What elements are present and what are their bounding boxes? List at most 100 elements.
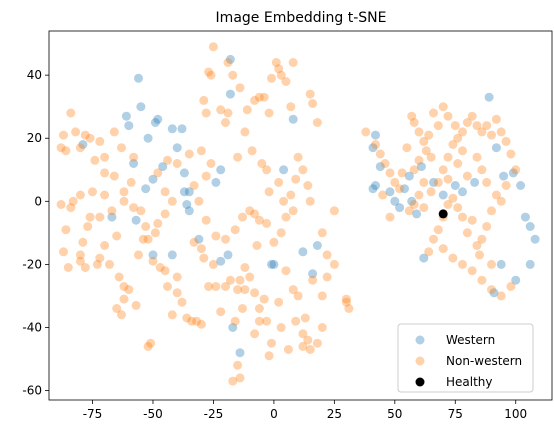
data-point [233,285,243,295]
data-point [448,140,458,149]
data-point [59,130,68,140]
data-point [160,266,170,276]
data-point [491,114,501,124]
data-point [66,108,76,118]
data-point [288,114,298,124]
data-point [153,168,163,178]
data-point [322,250,332,260]
data-point [516,181,526,190]
data-point [368,143,378,153]
data-point [114,272,124,282]
x-tick-label: -75 [83,407,103,421]
data-point [491,190,501,200]
data-point [75,190,85,200]
data-point [477,127,487,137]
data-point [482,222,492,231]
data-point [462,118,472,127]
legend-label: Healthy [446,375,493,389]
data-point [216,307,226,317]
data-point [250,329,260,339]
data-point [409,118,419,127]
data-point [158,162,168,172]
data-point [276,228,286,238]
data-point [472,152,482,162]
data-point [267,73,276,83]
data-point [298,165,308,175]
data-point [496,291,506,301]
data-point [419,203,429,213]
data-point [508,168,518,178]
data-point [429,177,438,187]
data-point [298,329,308,339]
data-point [131,215,141,225]
data-point [141,184,151,194]
data-point [308,275,318,285]
data-point [262,165,272,175]
data-point [126,177,136,187]
data-point [95,136,105,146]
data-point [262,316,272,326]
data-point [233,152,243,162]
data-point [155,263,165,272]
data-point [525,259,535,269]
data-point [201,108,211,118]
data-point [245,272,255,282]
data-point [312,241,322,250]
data-point [414,127,424,137]
data-point [63,263,73,272]
data-point [421,146,431,156]
data-point [254,92,264,102]
data-point [119,294,129,304]
legend-items: Western Non-western Healthy [415,333,522,389]
data-point [177,297,187,307]
data-point [305,89,315,99]
data-point [204,282,214,291]
data-point [380,159,390,168]
data-point [419,177,429,187]
data-point [194,196,204,206]
x-tick-label: -50 [143,407,163,421]
data-point [400,184,409,194]
data-point [300,313,310,323]
data-point [189,181,199,190]
data-point [279,165,289,175]
data-point [286,190,296,200]
data-point [438,165,448,175]
data-point [511,165,521,175]
data-point [269,237,279,247]
data-point [305,345,315,354]
data-point [477,275,487,285]
data-point [211,177,221,187]
data-point [221,282,230,291]
data-point [499,171,509,181]
data-point [100,190,110,200]
data-point [100,241,110,250]
data-point [433,177,443,187]
data-point [138,234,148,244]
data-point [467,215,477,225]
points-layer [56,42,540,386]
data-point [245,206,255,216]
data-point [131,300,141,310]
data-point [119,187,129,197]
data-point [482,121,492,131]
data-point [136,206,146,216]
data-point [148,256,158,266]
data-point [172,288,182,298]
data-point [75,256,85,266]
data-point [395,184,405,194]
data-point [194,234,204,244]
x-tick-label: 0 [270,407,278,421]
data-point [235,373,245,383]
data-point [184,187,194,197]
data-point [259,294,269,304]
data-point [100,152,110,162]
data-point [204,67,214,77]
data-point [448,253,458,263]
data-point [293,291,303,301]
data-point [196,146,206,156]
data-point [75,143,85,153]
data-point [385,168,395,178]
data-point [179,168,189,178]
data-point [56,200,66,209]
